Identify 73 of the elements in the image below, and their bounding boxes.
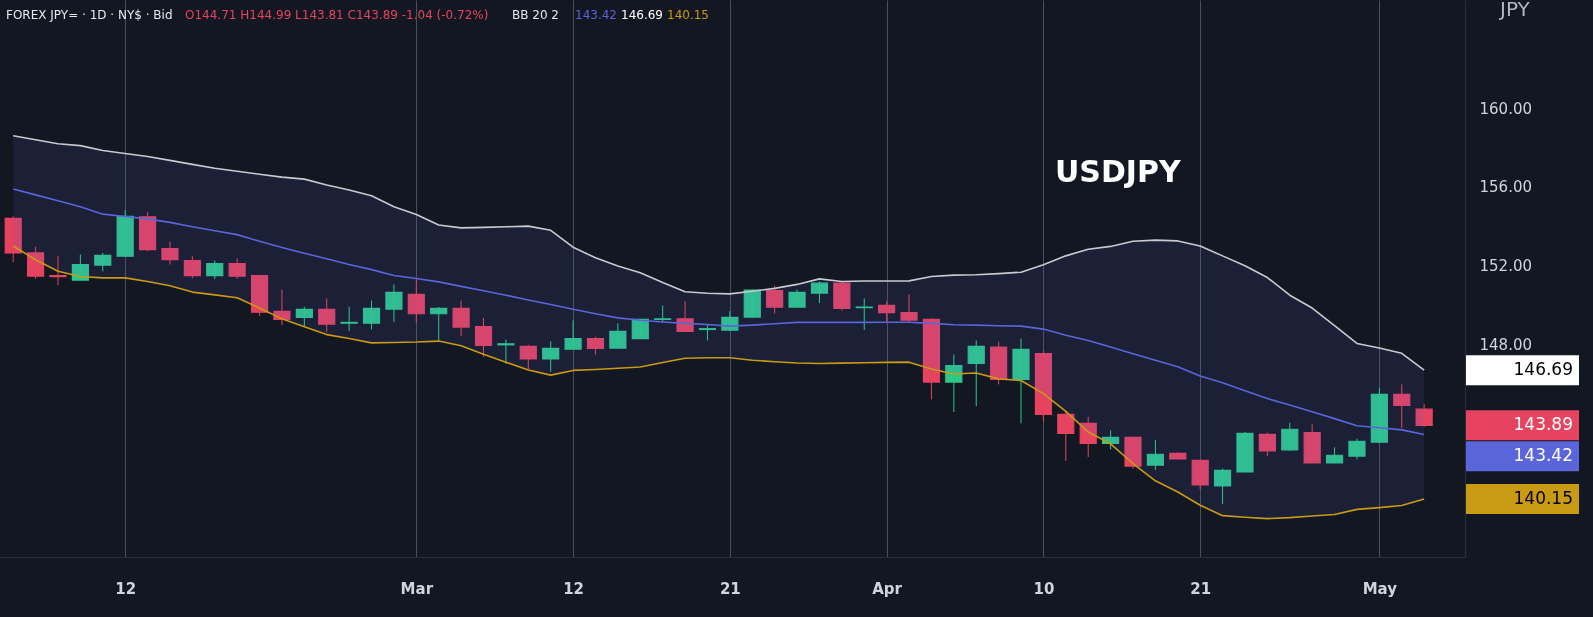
candlestick — [743, 289, 761, 318]
text: FOREX JPY= · 1D · NY$ · Bid — [6, 8, 173, 22]
candlestick — [4, 215, 22, 263]
text: 143.42 — [1513, 445, 1573, 466]
candlestick — [542, 340, 560, 373]
candlestick — [564, 319, 582, 351]
candlestick — [519, 344, 537, 370]
candlestick — [1325, 446, 1344, 464]
candlestick — [407, 278, 425, 324]
candlestick — [1258, 432, 1276, 457]
candlestick — [609, 322, 627, 349]
candlestick — [788, 289, 806, 308]
y-tick-label: 156.00 — [1479, 178, 1532, 197]
annotation: 140.15 — [667, 8, 709, 22]
candlestick — [1191, 458, 1209, 490]
annotation: 143.42 — [575, 8, 617, 22]
x-tick-label: 12 — [115, 579, 137, 598]
candlestick — [1169, 451, 1187, 460]
y-tick-label: 160.00 — [1479, 99, 1532, 118]
candlestick — [474, 317, 493, 358]
candlestick — [1393, 383, 1411, 429]
candlestick — [855, 297, 873, 331]
candlestick — [1034, 350, 1053, 423]
text: 143.89 — [1513, 414, 1573, 435]
x-tick-label: 10 — [1033, 579, 1055, 598]
candlestick — [250, 274, 269, 317]
candlestick — [94, 252, 112, 272]
candlestick — [161, 241, 179, 266]
candlestick — [833, 280, 851, 311]
annotation: O144.71 H144.99 L143.81 C143.89 -1.04 (-0.72%) — [185, 8, 489, 22]
line-series — [12, 135, 1425, 372]
x-tick-label: 12 — [563, 579, 585, 598]
candlestick — [1370, 387, 1388, 444]
y-tick-label: 152.00 — [1479, 257, 1532, 276]
candlestick — [1415, 403, 1433, 428]
candlestick — [810, 280, 829, 304]
candlestick — [1303, 423, 1321, 464]
candlestick — [362, 300, 381, 330]
candlestick — [452, 300, 470, 337]
candlestick — [766, 285, 784, 315]
candlestick — [183, 255, 201, 279]
candlestick — [1236, 431, 1254, 473]
y-tick-label: 148.00 — [1479, 335, 1532, 354]
candlestick — [340, 306, 358, 332]
x-tick-label: 21 — [1190, 579, 1212, 598]
x-tick-label: Apr — [872, 579, 903, 598]
candlestick — [116, 209, 134, 258]
candlestick — [1012, 338, 1030, 424]
candlestick — [1146, 439, 1164, 471]
candlestick — [295, 306, 313, 327]
candlestick — [967, 340, 985, 407]
annotation: BB 20 2 — [512, 8, 559, 22]
candlestick — [586, 336, 605, 356]
x-tick-label: May — [1362, 579, 1398, 598]
candlestick — [228, 257, 246, 280]
candlestick — [698, 324, 717, 341]
text: 140.15 — [1513, 487, 1573, 508]
x-tick-label: Mar — [400, 579, 434, 598]
candlestick — [318, 297, 336, 333]
text: JPY — [1498, 0, 1531, 21]
line-series — [12, 188, 1425, 436]
candlestick — [206, 260, 224, 280]
text: USDJPY — [1055, 154, 1183, 189]
candlestick — [1213, 468, 1232, 505]
candlestick — [878, 301, 896, 324]
candlestick — [1281, 422, 1299, 452]
candlestick — [385, 283, 403, 323]
candlestick — [654, 304, 672, 323]
x-tick-label: 21 — [719, 579, 741, 598]
candlestick — [1348, 438, 1366, 460]
annotation: 146.69 — [621, 8, 663, 22]
text: 146.69 — [1513, 359, 1573, 380]
candlestick — [900, 293, 918, 323]
